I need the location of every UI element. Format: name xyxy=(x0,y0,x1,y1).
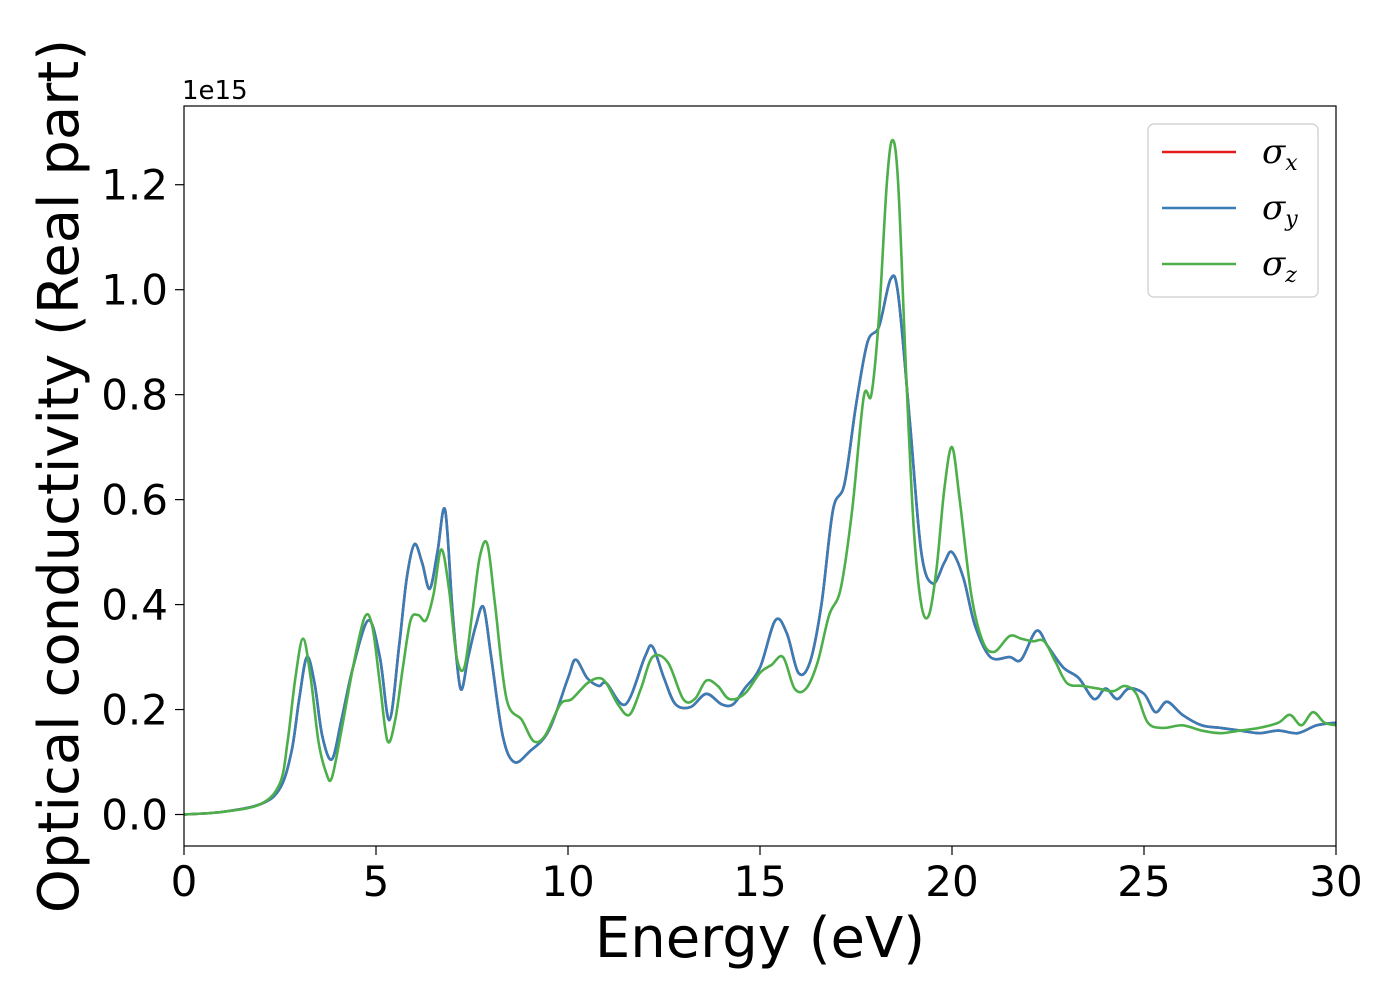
y-axis: 0.0 0.2 0.4 0.6 0.8 1.0 1.2 xyxy=(101,161,184,840)
series-line-z xyxy=(184,138,1336,816)
y-tick-label: 1.2 xyxy=(101,161,168,210)
x-tick-label: 20 xyxy=(925,857,978,906)
y-offset-label: 1e15 xyxy=(182,76,248,106)
series-line-y xyxy=(184,274,1336,816)
x-axis: 0 5 10 15 20 25 30 xyxy=(171,846,1363,906)
y-axis-title: Optical conductivity (Real part) xyxy=(27,39,92,913)
y-tick-label: 0.2 xyxy=(101,686,168,735)
plot-background xyxy=(184,106,1336,846)
series-layer xyxy=(184,138,1336,816)
y-tick-label: 0.4 xyxy=(101,581,168,630)
y-tick-label: 0.8 xyxy=(101,371,168,420)
x-tick-label: 15 xyxy=(733,857,786,906)
legend-label-y: σy xyxy=(1262,188,1298,232)
y-tick-label: 1.0 xyxy=(101,266,168,315)
y-tick-label: 0.0 xyxy=(101,791,168,840)
x-tick-label: 0 xyxy=(171,857,198,906)
x-tick-label: 5 xyxy=(363,857,390,906)
legend: σx σy σz xyxy=(1147,123,1319,298)
legend-label-z: σz xyxy=(1262,244,1297,288)
x-tick-label: 30 xyxy=(1309,857,1362,906)
x-tick-label: 25 xyxy=(1117,857,1170,906)
y-tick-label: 0.6 xyxy=(101,476,168,525)
x-axis-title: Energy (eV) xyxy=(595,906,925,971)
x-tick-label: 10 xyxy=(541,857,594,906)
legend-frame xyxy=(1147,123,1319,298)
legend-label-x: σx xyxy=(1262,132,1298,176)
